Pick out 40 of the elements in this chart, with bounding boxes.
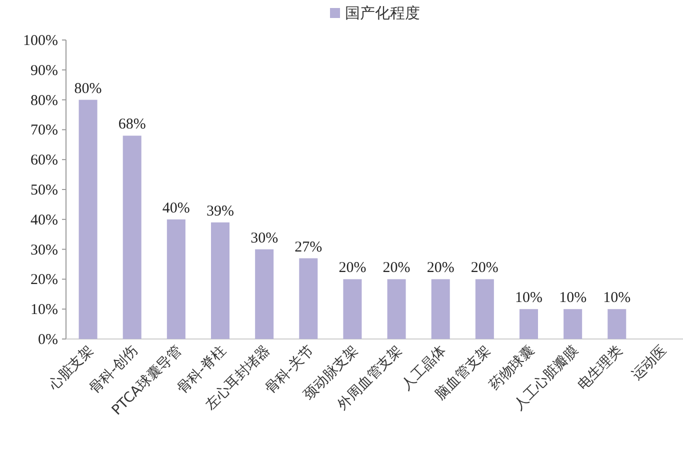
bar [78,100,98,339]
bar [519,309,538,339]
y-tick-label: 90% [30,62,58,79]
data-label: 39% [206,203,234,220]
legend: 国产化程度 [330,4,420,22]
bar [387,279,406,339]
data-label: 10% [603,290,631,306]
bar [255,249,274,339]
y-tick-label: 40% [30,212,58,228]
bar [210,222,230,339]
data-label: 10% [515,290,542,306]
bar [608,309,626,339]
data-label: 20% [470,260,498,276]
data-label: 10% [559,290,587,306]
y-tick-label: 100% [23,33,58,49]
y-tick-label: 80% [30,92,58,109]
bar [564,309,582,339]
y-tick-label: 20% [30,272,58,288]
data-label: 20% [382,260,410,276]
data-label: 30% [250,230,278,246]
data-label: 27% [294,239,322,256]
x-tick-label: 运动医 [628,342,670,384]
bar [122,136,142,339]
bar [299,258,318,339]
bar [166,219,186,339]
data-label: 20% [338,260,366,276]
y-tick-label: 50% [30,182,58,198]
data-label: 20% [426,260,454,276]
y-tick-label: 10% [30,302,58,318]
bar [431,279,450,339]
bar [343,279,362,339]
legend-label: 国产化程度 [345,4,420,22]
data-label: 40% [162,200,190,216]
y-tick-label: 70% [30,122,58,139]
bar [475,279,494,339]
data-label: 80% [74,80,102,97]
data-label: 68% [118,116,146,133]
y-tick-label: 30% [30,242,58,258]
y-tick-label: 0% [38,332,58,348]
y-tick-label: 60% [30,152,58,169]
